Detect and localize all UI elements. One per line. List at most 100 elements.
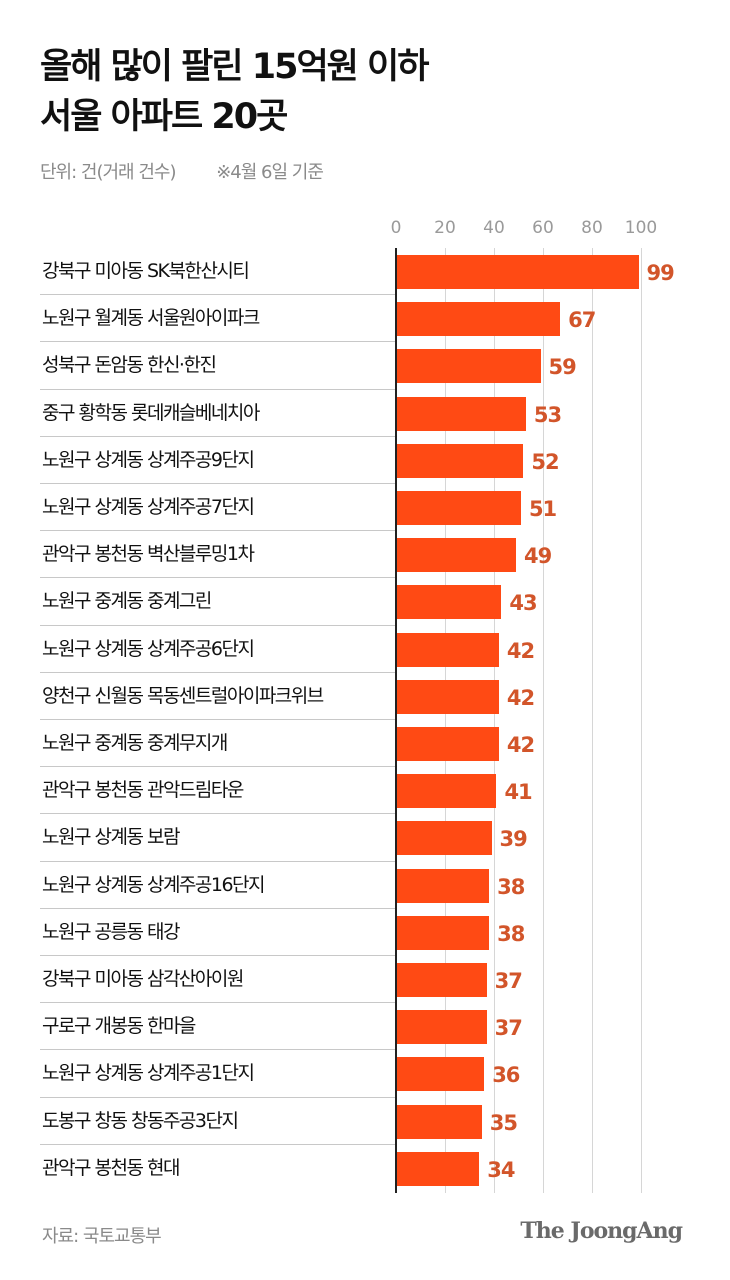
category-label: 노원구 상계동 상계주공6단지 xyxy=(42,637,255,660)
row-separator xyxy=(40,341,396,343)
category-label: 도봉구 창동 창동주공3단지 xyxy=(42,1109,239,1132)
bar-row: 노원구 상계동 상계주공1단지 36 xyxy=(0,1050,730,1098)
bar-row: 노원구 월계동 서울원아이파크 67 xyxy=(0,295,730,343)
chart-subtitle: 단위: 건(거래 건수) ※4월 6일 기준 xyxy=(40,158,359,184)
gridline xyxy=(494,248,495,1193)
bar-row: 관악구 봉천동 벽산블루밍1차 49 xyxy=(0,531,730,579)
source-note: 자료: 국토교통부 xyxy=(42,1226,162,1247)
value-label: 42 xyxy=(506,638,535,663)
row-separator xyxy=(40,860,396,862)
bar xyxy=(396,727,499,761)
category-label: 노원구 상계동 상계주공1단지 xyxy=(42,1062,255,1085)
row-separator xyxy=(40,1096,396,1098)
value-label: 67 xyxy=(568,308,596,333)
category-label: 노원구 중계동 중계그린 xyxy=(42,590,212,613)
bar xyxy=(396,443,524,478)
gridline xyxy=(641,248,642,1193)
row-separator xyxy=(40,907,396,909)
value-label: 38 xyxy=(497,874,525,899)
bar xyxy=(396,1057,485,1092)
value-label: 42 xyxy=(506,733,535,757)
bar xyxy=(396,821,492,856)
bar xyxy=(396,491,521,525)
row-separator xyxy=(40,435,396,437)
row-separator xyxy=(40,718,396,720)
value-label: 35 xyxy=(489,1110,518,1135)
bar xyxy=(396,774,497,809)
row-separator xyxy=(40,577,396,579)
category-label: 관악구 봉천동 벽산블루밍1차 xyxy=(42,543,255,566)
bar xyxy=(396,963,487,997)
bar-row: 구로구 개봉동 한마을 37 xyxy=(0,1003,730,1051)
x-tick-label: 80 xyxy=(581,218,603,238)
bar xyxy=(396,585,502,620)
value-label: 41 xyxy=(504,780,532,805)
value-label: 52 xyxy=(531,449,559,474)
bar xyxy=(396,396,526,431)
category-label: 노원구 상계동 보람 xyxy=(42,826,180,849)
bar xyxy=(396,349,541,384)
category-label: 관악구 봉천동 관악드림타운 xyxy=(42,779,244,802)
x-tick-label: 100 xyxy=(624,218,658,238)
category-label: 노원구 중계동 중계무지개 xyxy=(42,732,228,754)
value-label: 49 xyxy=(524,544,552,569)
row-separator xyxy=(40,1143,396,1145)
value-label: 37 xyxy=(494,1016,523,1041)
bar xyxy=(396,1010,487,1045)
zero-axis-line xyxy=(395,248,397,1193)
category-label: 강북구 미아동 SK북한산시티 xyxy=(42,260,250,282)
x-tick-label: 20 xyxy=(434,218,456,238)
bar xyxy=(396,868,490,903)
bar-row: 노원구 상계동 상계주공9단지 52 xyxy=(0,437,730,484)
chart-title: 올해 많이 팔린 15억원 이하 서울 아파트 20곳 xyxy=(40,42,429,142)
category-label: 성북구 돈암동 한신·한진 xyxy=(42,354,217,377)
date-note: ※4월 6일 기준 xyxy=(216,162,324,183)
x-tick-label: 60 xyxy=(532,218,554,238)
bar-row: 노원구 상계동 보람 39 xyxy=(0,814,730,862)
category-label: 관악구 봉천동 현대 xyxy=(42,1156,180,1179)
category-label: 노원구 상계동 상계주공9단지 xyxy=(42,448,255,471)
row-separator xyxy=(40,624,396,626)
bar xyxy=(396,302,561,337)
row-separator xyxy=(40,1049,396,1051)
value-label: 38 xyxy=(497,921,525,946)
category-label: 노원구 상계동 상계주공16단지 xyxy=(42,873,266,896)
bar-row: 노원구 상계동 상계주공16단지 38 xyxy=(0,862,730,909)
value-label: 43 xyxy=(509,591,537,616)
category-label: 중구 황학동 롯데캐슬베네치아 xyxy=(42,401,260,424)
row-separator xyxy=(40,766,396,768)
category-label: 노원구 상계동 상계주공7단지 xyxy=(42,496,255,518)
bar xyxy=(396,1151,480,1186)
bar-row: 노원구 공릉동 태강 38 xyxy=(0,909,730,956)
bar-row: 노원구 중계동 중계그린 43 xyxy=(0,578,730,626)
value-label: 34 xyxy=(487,1157,515,1182)
value-label: 42 xyxy=(506,685,535,710)
category-label: 노원구 월계동 서울원아이파크 xyxy=(42,307,260,330)
row-separator xyxy=(40,530,396,532)
gridline xyxy=(543,248,544,1193)
row-separator xyxy=(40,1002,396,1004)
row-separator xyxy=(40,294,396,296)
bar-row: 도봉구 창동 창동주공3단지 35 xyxy=(0,1098,730,1145)
value-label: 51 xyxy=(528,497,557,521)
category-label: 구로구 개봉동 한마을 xyxy=(42,1015,196,1038)
bar-row: 노원구 상계동 상계주공6단지 42 xyxy=(0,626,730,673)
bar-row: 성북구 돈암동 한신·한진 59 xyxy=(0,342,730,390)
bar xyxy=(396,915,490,950)
chart-title-line2: 서울 아파트 20곳 xyxy=(40,97,288,137)
x-axis-tick-labels: 0 20 40 60 80 100 xyxy=(0,218,730,242)
bar-row: 강북구 미아동 삼각산아이원 37 xyxy=(0,956,730,1004)
bar-row: 노원구 상계동 상계주공7단지 51 xyxy=(0,484,730,532)
bar xyxy=(396,632,499,667)
gridline xyxy=(592,248,593,1193)
category-label: 양천구 신월동 목동센트럴아이파크위브 xyxy=(42,684,324,707)
row-separator xyxy=(40,388,396,390)
value-label: 99 xyxy=(646,261,675,285)
chart-title-line1: 올해 많이 팔린 15억원 이하 xyxy=(40,47,429,87)
bar-row: 관악구 봉천동 현대 34 xyxy=(0,1145,730,1192)
value-label: 36 xyxy=(492,1063,520,1088)
unit-label: 단위: 건(거래 건수) xyxy=(40,162,176,183)
bar xyxy=(396,1104,482,1139)
gridline xyxy=(445,248,446,1193)
value-label: 39 xyxy=(499,827,528,852)
